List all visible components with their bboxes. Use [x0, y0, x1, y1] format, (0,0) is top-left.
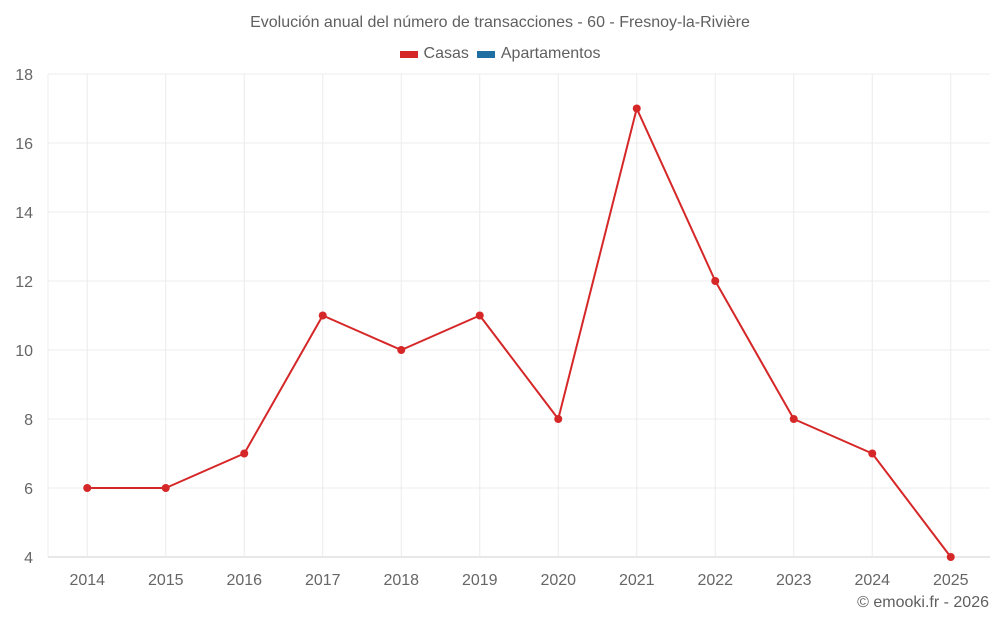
y-tick-label: 12	[15, 274, 33, 291]
x-tick-label: 2021	[619, 572, 655, 589]
data-point[interactable]	[789, 415, 798, 423]
legend-item-casas[interactable]: Casas	[399, 45, 469, 63]
y-tick-label: 4	[24, 550, 33, 567]
y-tick-label: 6	[24, 481, 33, 498]
chart-legend: Casas Apartamentos	[0, 45, 1000, 63]
y-tick-label: 10	[15, 343, 33, 360]
x-tick-label: 2016	[226, 572, 262, 589]
grid	[47, 73, 990, 558]
data-point[interactable]	[868, 449, 877, 458]
x-tick-label: 2018	[383, 572, 419, 589]
x-tick-label: 2020	[540, 572, 576, 589]
x-tick-label: 2015	[148, 572, 184, 589]
legend-swatch-casas	[399, 50, 418, 58]
y-tick-label: 8	[24, 412, 33, 429]
data-point[interactable]	[554, 415, 563, 423]
x-tick-label: 2023	[776, 572, 812, 589]
data-point[interactable]	[946, 553, 955, 561]
data-point[interactable]	[632, 104, 641, 113]
x-tick-label: 2024	[854, 572, 890, 589]
chart-title: Evolución anual del número de transaccio…	[250, 14, 750, 31]
data-point[interactable]	[240, 449, 249, 458]
copyright-credit: © emooki.fr - 2026	[857, 594, 989, 611]
y-tick-label: 16	[15, 136, 33, 153]
series-line	[87, 107, 952, 558]
y-tick-label: 18	[15, 67, 33, 84]
data-point[interactable]	[711, 277, 720, 285]
data-point[interactable]	[475, 311, 484, 320]
data-point[interactable]	[161, 484, 170, 492]
data-point[interactable]	[83, 484, 92, 492]
x-tick-label: 2014	[69, 572, 105, 589]
legend-swatch-apartamentos	[476, 50, 495, 58]
x-tick-label: 2025	[933, 572, 969, 589]
data-point[interactable]	[397, 346, 406, 354]
legend-label-apartamentos: Apartamentos	[500, 45, 601, 62]
data-point[interactable]	[318, 311, 327, 320]
y-tick-label: 14	[15, 205, 33, 222]
legend-label-casas: Casas	[423, 45, 469, 62]
x-tick-label: 2019	[462, 572, 498, 589]
x-tick-label: 2017	[305, 572, 341, 589]
legend-item-apartamentos[interactable]: Apartamentos	[476, 45, 601, 63]
series-casas	[83, 104, 955, 561]
x-tick-label: 2022	[697, 572, 733, 589]
